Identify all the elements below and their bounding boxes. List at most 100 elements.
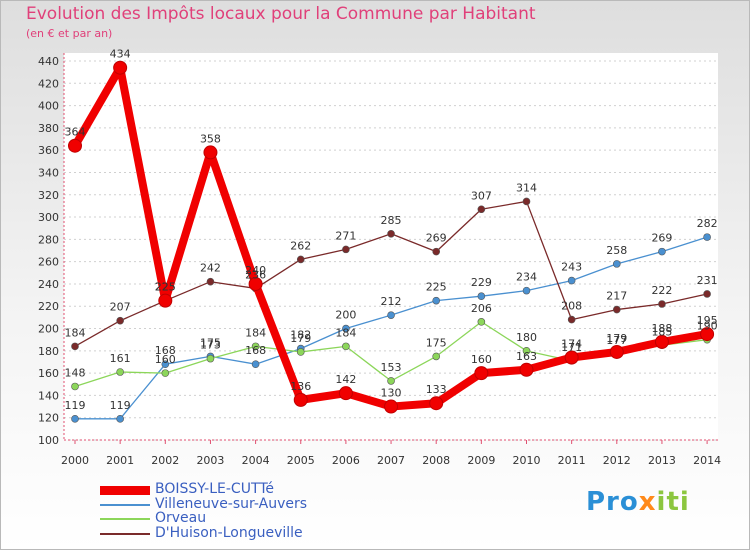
- data-point: [703, 290, 711, 298]
- data-label: 222: [651, 284, 672, 297]
- data-label: 185: [651, 325, 672, 338]
- y-tick-label: 400: [38, 100, 59, 113]
- data-label: 161: [110, 352, 131, 365]
- y-tick-label: 120: [38, 412, 59, 425]
- x-tick-label: 2001: [106, 454, 134, 467]
- data-label: 225: [155, 281, 176, 294]
- data-point: [519, 362, 534, 377]
- y-tick-label: 240: [38, 278, 59, 291]
- y-tick-label: 440: [38, 55, 59, 68]
- data-label: 262: [290, 239, 311, 252]
- data-label: 200: [335, 309, 356, 322]
- data-label: 217: [606, 290, 627, 303]
- x-tick-label: 2009: [467, 454, 495, 467]
- data-label: 314: [516, 181, 537, 194]
- data-point: [612, 305, 621, 314]
- data-label: 225: [426, 281, 447, 294]
- data-label: 119: [110, 399, 131, 412]
- data-point: [387, 311, 395, 319]
- x-tick-label: 2011: [558, 454, 586, 467]
- data-label: 133: [426, 383, 447, 396]
- data-point: [71, 382, 79, 391]
- y-tick-label: 320: [38, 189, 59, 202]
- data-label: 243: [561, 261, 582, 274]
- data-label: 182: [290, 329, 311, 342]
- data-label: 175: [200, 336, 221, 349]
- legend-label: D'Huison-Longueville: [155, 524, 303, 541]
- data-point: [700, 327, 715, 342]
- x-tick-label: 2012: [603, 454, 631, 467]
- x-tick-label: 2007: [377, 454, 405, 467]
- data-label: 175: [426, 336, 447, 349]
- data-label: 148: [65, 366, 86, 379]
- x-tick-label: 2002: [151, 454, 179, 467]
- data-label: 434: [110, 48, 131, 61]
- data-point: [522, 286, 531, 295]
- data-point: [161, 360, 170, 369]
- y-tick-label: 180: [38, 345, 59, 358]
- legend-label: Villeneuve-sur-Auvers: [155, 495, 308, 512]
- legend-swatch: [100, 518, 150, 521]
- data-point: [567, 276, 576, 285]
- x-tick-label: 2008: [422, 454, 450, 467]
- data-label: 258: [606, 244, 627, 257]
- data-label: 188: [651, 322, 672, 335]
- data-point: [522, 347, 531, 355]
- data-label: 358: [200, 132, 221, 145]
- data-point: [384, 399, 399, 414]
- x-tick-label: 2010: [513, 454, 541, 467]
- data-point: [338, 386, 353, 401]
- x-tick-label: 2003: [196, 454, 224, 467]
- data-label: 195: [697, 314, 718, 327]
- data-label: 160: [471, 353, 492, 366]
- y-tick-label: 260: [38, 256, 59, 269]
- data-point: [206, 277, 215, 286]
- data-label: 364: [65, 126, 86, 139]
- data-point: [161, 369, 170, 377]
- data-point: [71, 342, 79, 351]
- x-tick-label: 2013: [648, 454, 676, 467]
- data-point: [116, 368, 124, 376]
- logo-part-2: x: [638, 487, 657, 517]
- data-label: 207: [110, 301, 131, 314]
- logo-part-1: Pro: [586, 487, 639, 517]
- legend-item: D'Huison-Longueville: [100, 524, 400, 542]
- data-point: [296, 255, 305, 264]
- data-point: [342, 245, 350, 254]
- data-point: [68, 138, 82, 153]
- y-tick-label: 200: [38, 323, 59, 336]
- data-label: 240: [245, 264, 266, 277]
- data-point: [477, 292, 486, 301]
- y-tick-label: 140: [38, 389, 59, 402]
- y-tick-label: 300: [38, 211, 59, 224]
- x-tick-label: 2004: [242, 454, 270, 467]
- legend-item: Orveau: [100, 510, 400, 527]
- data-point: [293, 392, 308, 407]
- data-point: [116, 415, 124, 423]
- data-point: [387, 229, 395, 238]
- data-point: [116, 316, 124, 325]
- legend-item: BOISSY-LE-CUTTé: [100, 481, 400, 498]
- legend-label: Orveau: [155, 510, 207, 526]
- data-point: [203, 145, 218, 160]
- data-label: 130: [381, 387, 402, 400]
- data-label: 206: [471, 302, 492, 315]
- data-point: [296, 348, 305, 356]
- data-label: 234: [516, 271, 537, 284]
- data-point: [206, 354, 215, 363]
- data-point: [703, 233, 711, 241]
- data-point: [387, 377, 395, 385]
- data-point: [342, 342, 350, 351]
- data-point: [658, 247, 666, 256]
- data-label: 184: [245, 326, 266, 339]
- data-point: [113, 60, 128, 75]
- data-point: [158, 293, 173, 308]
- x-tick-label: 2000: [61, 454, 89, 467]
- legend: BOISSY-LE-CUTTé Villeneuve-sur-Auvers Orve…: [100, 481, 400, 542]
- chart-subtitle: (en € et par an): [26, 27, 113, 40]
- y-tick-label: 220: [38, 300, 59, 313]
- data-point: [248, 276, 263, 291]
- data-label: 119: [65, 399, 86, 412]
- data-point: [251, 342, 260, 351]
- data-label: 174: [561, 338, 582, 351]
